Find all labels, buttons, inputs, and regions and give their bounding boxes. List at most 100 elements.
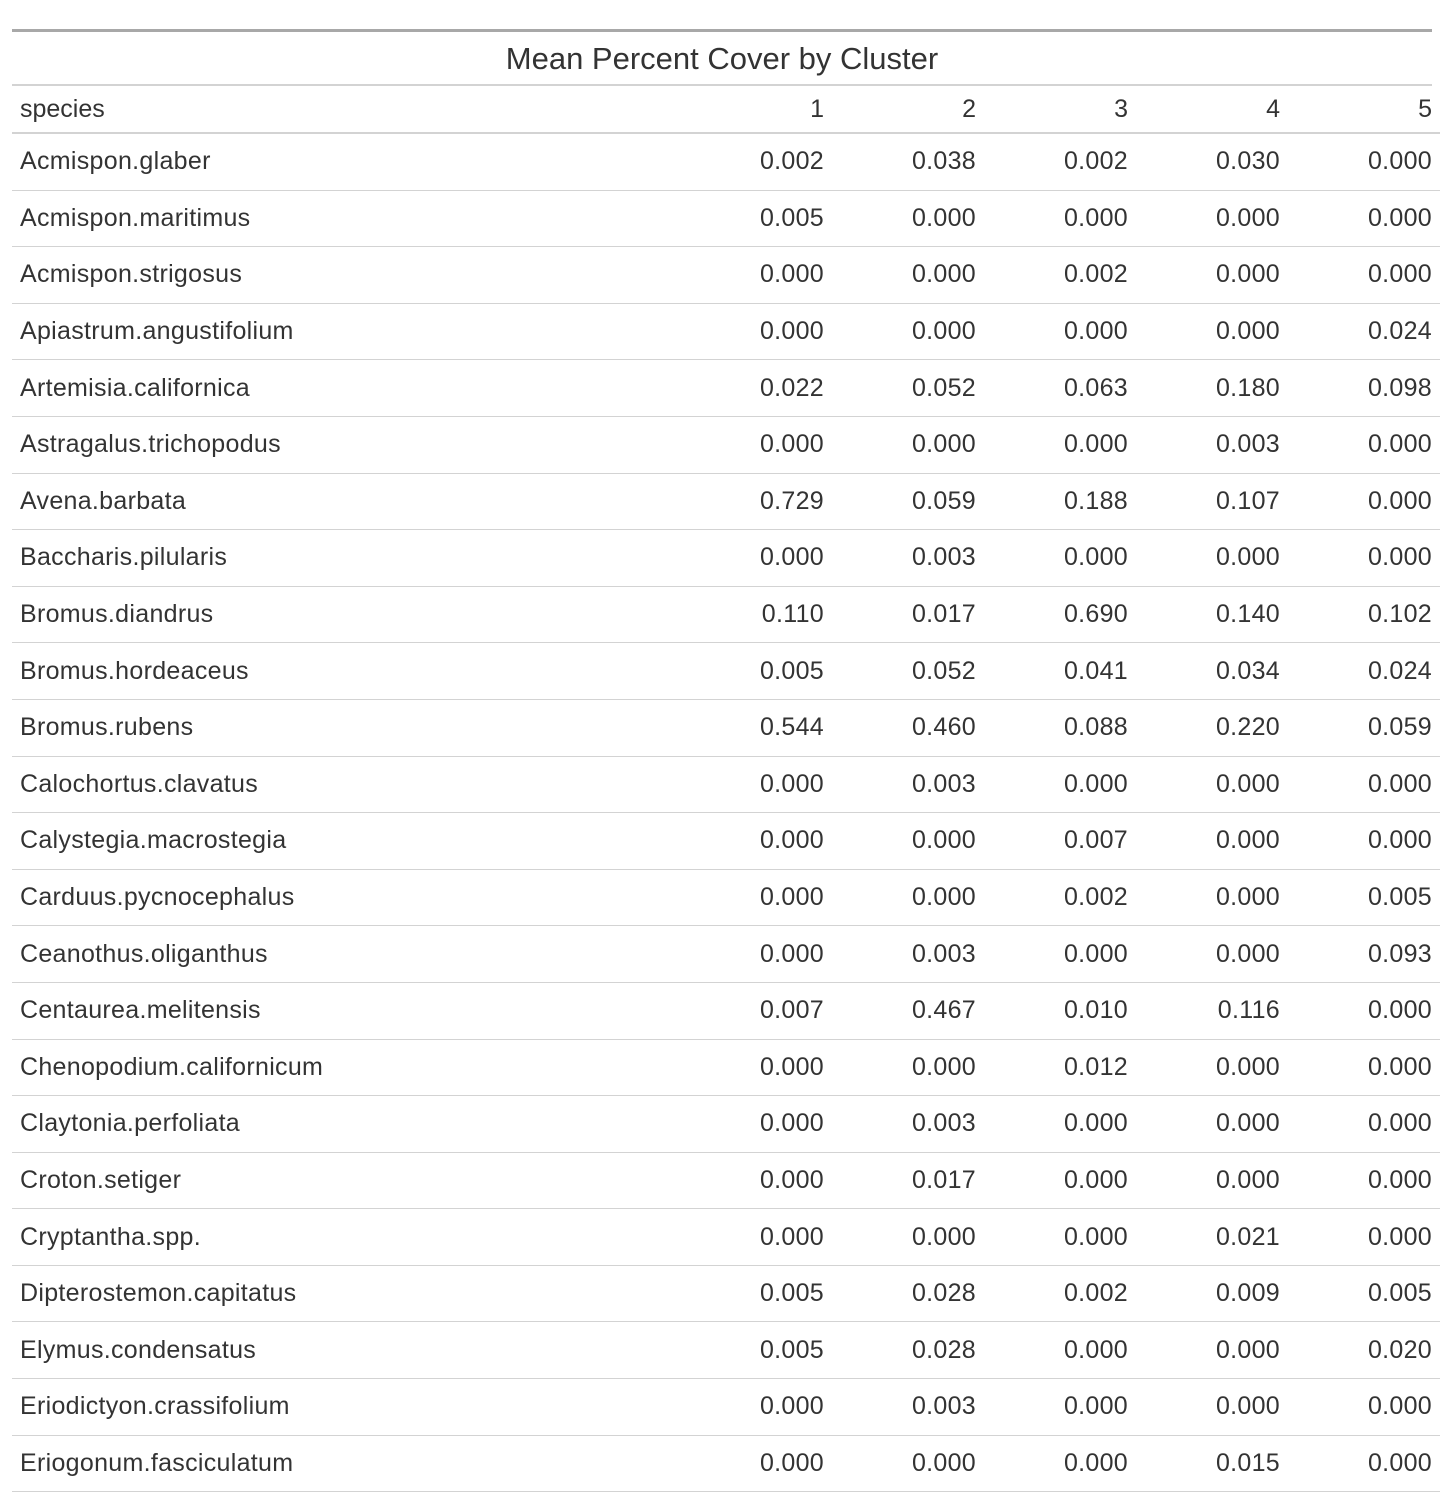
table-row: Ceanothus.oliganthus 0.000 0.003 0.000 0.000… [12,925,1440,983]
cover-value-cell: 0.028 [832,1321,984,1380]
cover-value-cell: 0.000 [680,869,832,927]
cover-value-cell: 0.116 [1136,982,1288,1040]
table-row: Apiastrum.angustifolium 0.000 0.000 0.000 0.… [12,303,1440,361]
cover-value-cell: 0.000 [1288,473,1440,531]
cover-value-cell: 0.000 [1136,1378,1288,1436]
species-cell: Baccharis.pilularis [12,529,680,587]
table-body: Acmispon.glaber 0.002 0.038 0.002 0.030 0.000… [12,133,1440,1492]
cover-value-cell: 0.000 [832,812,984,870]
cover-value-cell: 0.000 [984,1378,1136,1436]
cover-value-cell: 0.017 [832,1152,984,1210]
species-cell: Apiastrum.angustifolium [12,303,680,361]
cover-value-cell: 0.000 [1288,529,1440,587]
cover-value-cell: 0.007 [680,982,832,1040]
cover-value-cell: 0.000 [984,1321,1136,1380]
table-row: Acmispon.maritimus 0.005 0.000 0.000 0.000 0.… [12,190,1440,248]
cover-value-cell: 0.000 [1136,529,1288,587]
cover-value-cell: 0.010 [984,982,1136,1040]
cover-value-cell: 0.000 [680,1435,832,1492]
cover-value-cell: 0.690 [984,586,1136,644]
cover-value-cell: 0.102 [1288,586,1440,644]
cover-value-cell: 0.000 [984,190,1136,248]
cover-value-cell: 0.000 [680,1378,832,1436]
table-row: Eriogonum.fasciculatum 0.000 0.000 0.000 0.0… [12,1435,1440,1492]
table-top-rule [12,29,1432,32]
table-row: Calochortus.clavatus 0.000 0.003 0.000 0.000… [12,756,1440,814]
cover-value-cell: 0.000 [1288,756,1440,814]
cover-value-cell: 0.467 [832,982,984,1040]
cover-value-cell: 0.000 [680,925,832,983]
cover-value-cell: 0.000 [1136,812,1288,870]
species-cell: Centaurea.melitensis [12,982,680,1040]
cover-value-cell: 0.003 [1136,416,1288,474]
cover-value-cell: 0.024 [1288,642,1440,700]
cover-value-cell: 0.000 [1136,190,1288,248]
species-cell: Dipterostemon.capitatus [12,1265,680,1323]
column-header-species: species [12,86,680,134]
cover-value-cell: 0.005 [1288,1265,1440,1323]
cover-value-cell: 0.000 [1288,1152,1440,1210]
cover-value-cell: 0.005 [680,1265,832,1323]
cover-value-cell: 0.041 [984,642,1136,700]
species-cell: Elymus.condensatus [12,1321,680,1380]
cover-value-cell: 0.000 [680,1039,832,1097]
cover-value-cell: 0.000 [680,1095,832,1153]
cover-value-cell: 0.544 [680,699,832,757]
header-row: species 1 2 3 4 5 [12,86,1440,134]
table-row: Calystegia.macrostegia 0.000 0.000 0.007 0.0… [12,812,1440,870]
cover-value-cell: 0.110 [680,586,832,644]
cover-value-cell: 0.000 [1136,756,1288,814]
cover-value-cell: 0.000 [1136,869,1288,927]
species-cell: Cryptantha.spp. [12,1208,680,1266]
species-cell: Ceanothus.oliganthus [12,925,680,983]
cover-value-cell: 0.000 [984,925,1136,983]
species-cell: Acmispon.glaber [12,133,680,191]
cover-value-cell: 0.002 [984,246,1136,304]
cover-value-cell: 0.000 [984,756,1136,814]
species-cell: Bromus.hordeaceus [12,642,680,700]
cover-value-cell: 0.003 [832,1095,984,1153]
cover-value-cell: 0.000 [1288,1378,1440,1436]
cover-value-cell: 0.005 [680,642,832,700]
table-row: Baccharis.pilularis 0.000 0.003 0.000 0.000 0… [12,529,1440,587]
cover-value-cell: 0.000 [1288,1435,1440,1492]
cover-value-cell: 0.005 [680,190,832,248]
column-header-cluster-3: 3 [984,86,1136,134]
cover-value-cell: 0.063 [984,359,1136,417]
cover-value-cell: 0.000 [1288,133,1440,191]
species-cell: Claytonia.perfoliata [12,1095,680,1153]
cover-value-cell: 0.000 [1288,812,1440,870]
species-cell: Acmispon.strigosus [12,246,680,304]
species-cell: Carduus.pycnocephalus [12,869,680,927]
table-row: Cryptantha.spp. 0.000 0.000 0.000 0.021 0.000 [12,1208,1440,1266]
cover-value-cell: 0.021 [1136,1208,1288,1266]
cover-value-cell: 0.098 [1288,359,1440,417]
cover-value-cell: 0.000 [984,1095,1136,1153]
cover-value-cell: 0.003 [832,529,984,587]
cover-value-cell: 0.000 [1288,1208,1440,1266]
species-cell: Avena.barbata [12,473,680,531]
table-row: Claytonia.perfoliata 0.000 0.003 0.000 0.000… [12,1095,1440,1153]
cover-value-cell: 0.000 [1136,1152,1288,1210]
cover-value-cell: 0.059 [832,473,984,531]
table-row: Centaurea.melitensis 0.007 0.467 0.010 0.116… [12,982,1440,1040]
cover-value-cell: 0.000 [1288,982,1440,1040]
species-cell: Acmispon.maritimus [12,190,680,248]
cover-value-cell: 0.000 [680,416,832,474]
cover-value-cell: 0.022 [680,359,832,417]
cover-value-cell: 0.000 [832,303,984,361]
cover-value-cell: 0.000 [832,1208,984,1266]
species-cell: Eriodictyon.crassifolium [12,1378,680,1436]
cover-value-cell: 0.000 [1288,1095,1440,1153]
cover-value-cell: 0.017 [832,586,984,644]
cover-value-cell: 0.000 [1288,190,1440,248]
cover-value-cell: 0.007 [984,812,1136,870]
cover-value-cell: 0.000 [984,529,1136,587]
table-row: Carduus.pycnocephalus 0.000 0.000 0.002 0.00… [12,869,1440,927]
table-row: Chenopodium.californicum 0.000 0.000 0.012 0… [12,1039,1440,1097]
cover-value-cell: 0.005 [1288,869,1440,927]
cover-value-cell: 0.093 [1288,925,1440,983]
cover-value-cell: 0.180 [1136,359,1288,417]
cover-value-cell: 0.003 [832,1378,984,1436]
table-row: Elymus.condensatus 0.005 0.028 0.000 0.000 0.… [12,1321,1440,1380]
